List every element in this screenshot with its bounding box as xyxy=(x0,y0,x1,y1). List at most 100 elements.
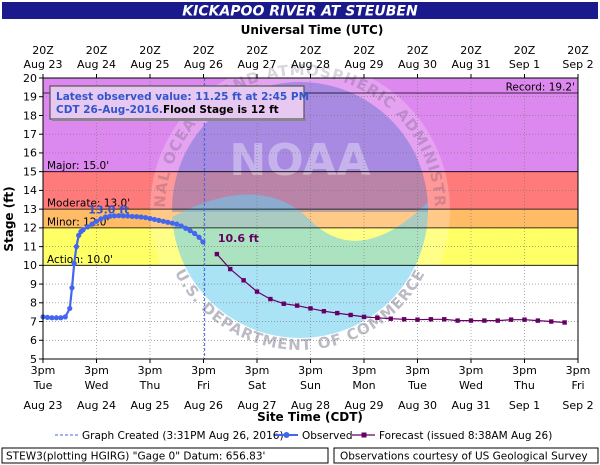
y-tick-label: 16 xyxy=(23,147,37,160)
watermark-wave xyxy=(172,194,428,338)
y-tick-label: 7 xyxy=(30,315,37,328)
legend-graph-created-label: Graph Created (3:31PM Aug 26, 2016) xyxy=(82,430,284,442)
bottom-tick-label-time: 3pm xyxy=(245,364,270,377)
bottom-tick-label-day: Tue xyxy=(33,379,53,392)
y-tick-label: 18 xyxy=(23,109,37,122)
observed-point xyxy=(169,220,175,226)
bottom-tick-label-date: Aug 29 xyxy=(345,399,384,412)
legend: Graph Created (3:31PM Aug 26, 2016) Obse… xyxy=(55,430,552,442)
latest-value-line1: Latest observed value: 11.25 ft at 2:45 … xyxy=(56,91,309,103)
bottom-tick-label-time: 3pm xyxy=(512,364,537,377)
bottom-tick-label-time: 3pm xyxy=(191,364,216,377)
top-tick-label-time: 20Z xyxy=(567,44,589,57)
forecast-point xyxy=(455,318,460,323)
observed-point xyxy=(58,315,64,321)
observed-point xyxy=(67,305,73,312)
bottom-tick-label-day: Mon xyxy=(352,379,375,392)
observed-point xyxy=(187,228,193,234)
top-tick-label-date: Aug 27 xyxy=(238,58,277,71)
bottom-tick-label-time: 3pm xyxy=(298,364,323,377)
observed-point xyxy=(102,214,109,220)
bottom-tick-label-day: Wed xyxy=(459,379,483,392)
y-tick-label: 11 xyxy=(23,240,37,253)
top-tick-label-time: 20Z xyxy=(139,44,161,57)
bottom-tick-label-date: Aug 23 xyxy=(24,399,63,412)
latest-value-box xyxy=(49,85,305,120)
forecast-point xyxy=(348,312,353,318)
legend-forecast-label: Forecast (issued 8:38AM Aug 26) xyxy=(379,430,552,442)
bottom-tick-label-time: 3pm xyxy=(566,364,591,377)
observed-point xyxy=(196,234,202,240)
bottom-tick-label-day: Wed xyxy=(85,379,109,392)
forecast-point xyxy=(468,318,474,323)
observed-point xyxy=(178,223,184,229)
top-tick-label-time: 20Z xyxy=(193,44,215,57)
y-tick-label: 8 xyxy=(30,297,37,310)
top-tick-label-date: Aug 24 xyxy=(77,58,116,71)
forecast-point xyxy=(428,317,434,322)
observed-point xyxy=(160,218,166,224)
forecast-point xyxy=(321,309,327,314)
observed-point xyxy=(49,315,55,321)
bottom-tick-label-day: Thu xyxy=(139,379,161,392)
forecast-point xyxy=(562,320,567,325)
top-tick-label-date: Aug 31 xyxy=(452,58,491,71)
bottom-tick-label-date: Aug 31 xyxy=(452,399,491,412)
forecast-point xyxy=(361,314,367,320)
bottom-tick-label-time: 3pm xyxy=(459,364,484,377)
latest-value-box-shadow xyxy=(52,119,306,121)
forecast-point xyxy=(508,317,514,322)
observed-point xyxy=(116,213,122,219)
observed-peak-label: 13.0 ft xyxy=(88,204,129,217)
top-tick-label-time: 20Z xyxy=(300,44,322,57)
observed-point xyxy=(138,214,144,220)
observed-point xyxy=(84,224,91,230)
data-series xyxy=(40,213,567,325)
bottom-tick-label-day: Tue xyxy=(407,379,427,392)
legend-forecast-marker xyxy=(361,432,367,438)
bottom-tick-label-date: Aug 24 xyxy=(77,399,116,412)
observed-point xyxy=(107,213,113,219)
observed-point xyxy=(98,216,104,222)
observed-point xyxy=(156,217,162,223)
forecast-point xyxy=(268,296,273,302)
y-tick-label: 13 xyxy=(23,203,37,216)
threshold-label-action: Action: 10.0' xyxy=(47,254,113,266)
threshold-label-record: Record: 19.2' xyxy=(506,81,575,93)
forecast-point xyxy=(294,303,300,308)
bottom-tick-label-date: Aug 25 xyxy=(131,399,170,412)
x-axis-title: Site Time (CDT) xyxy=(257,410,363,424)
top-tick-label-time: 20Z xyxy=(407,44,429,57)
top-tick-label-time: 20Z xyxy=(32,44,54,57)
bottom-tick-label-time: 3pm xyxy=(138,364,163,377)
y-tick-label: 17 xyxy=(23,128,37,141)
observed-point xyxy=(134,214,140,220)
y-tick-label: 19 xyxy=(23,91,37,104)
forecast-point xyxy=(375,315,380,320)
y-axis-title: Stage (ft) xyxy=(2,186,16,251)
y-tick-label: 12 xyxy=(23,222,37,235)
top-tick-label-time: 20Z xyxy=(353,44,375,57)
top-tick-label-date: Aug 26 xyxy=(184,58,223,71)
top-tick-label-date: Aug 25 xyxy=(131,58,170,71)
top-axis-label: Universal Time (UTC) xyxy=(241,23,384,37)
observed-point xyxy=(62,314,68,320)
top-tick-label-date: Aug 23 xyxy=(24,58,63,71)
y-tick-label: 6 xyxy=(30,334,37,347)
y-tick-label: 9 xyxy=(30,278,37,291)
observed-point xyxy=(93,218,100,224)
observed-point xyxy=(174,221,180,227)
annotations: 13.0 ft 10.6 ft Latest observed value: 11.… xyxy=(49,85,309,245)
observed-point xyxy=(191,230,198,237)
chart-title: KICKAPOO RIVER AT STEUBEN xyxy=(182,4,418,20)
bottom-tick-label-time: 3pm xyxy=(405,364,430,377)
bottom-tick-label-day: Fri xyxy=(571,379,584,392)
top-tick-label-date: Aug 29 xyxy=(345,58,384,71)
y-tick-label: 5 xyxy=(30,353,37,366)
title-bar xyxy=(2,2,598,19)
observed-point xyxy=(183,225,189,231)
bottom-tick-label-date: Aug 30 xyxy=(398,399,437,412)
forecast-point xyxy=(214,251,220,257)
observed-point xyxy=(69,285,75,291)
